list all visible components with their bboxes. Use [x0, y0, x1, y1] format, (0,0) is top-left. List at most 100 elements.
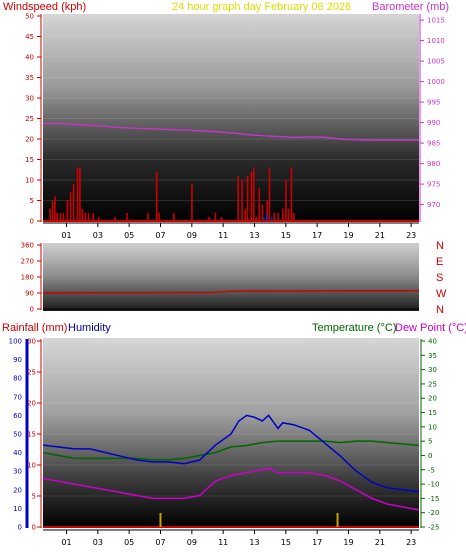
rain-tick-label: 5	[32, 493, 36, 501]
wind-bar	[277, 212, 279, 221]
temperature-tick-label: 20	[428, 395, 437, 403]
temperature-x-tick-label: 05	[124, 538, 134, 547]
wind-bar	[244, 208, 246, 221]
humidity-tick-label: 70	[13, 393, 22, 401]
barometer-tick-label: 985	[427, 140, 440, 148]
windspeed-label: Windspeed (kph)	[3, 1, 86, 13]
temperature-x-tick-label: 11	[218, 538, 228, 547]
wind-tick-label: 45	[25, 33, 34, 41]
wind-x-tick-label: 05	[124, 231, 134, 240]
temperature-tick-label: -5	[428, 466, 435, 474]
wind-tick-label: 0	[30, 218, 34, 226]
temperature-x-tick-label: 23	[406, 538, 416, 547]
rain-tick-label: 20	[27, 400, 36, 408]
wind-bar	[84, 212, 87, 221]
dewpoint-label: Dew Point (°C)	[395, 322, 466, 334]
wind-bar	[51, 200, 54, 221]
temperature-tick-label: -25	[428, 524, 439, 532]
wind-bar	[49, 208, 51, 221]
compass-label: N	[436, 240, 444, 252]
wind-bar	[241, 180, 243, 221]
wind-bar	[54, 196, 56, 221]
wind-x-tick-label: 15	[281, 231, 291, 240]
temperature-tick-label: 0	[428, 452, 432, 460]
wind-bar	[69, 192, 72, 221]
wind-bar	[258, 188, 261, 221]
wind-bar	[155, 171, 158, 221]
temperature-x-tick-label: 17	[312, 538, 322, 547]
wind-bar	[158, 212, 160, 221]
wind-panel	[43, 14, 419, 222]
wind-bar	[126, 212, 128, 221]
wind-bar	[147, 212, 149, 221]
wind-x-tick-label: 21	[375, 231, 385, 240]
humidity-tick-label: 30	[13, 468, 22, 476]
rain-tick-label: 25	[27, 369, 36, 377]
wind-bar	[246, 175, 249, 221]
compass-label: S	[436, 272, 443, 284]
temperature-x-tick-label: 21	[375, 538, 385, 547]
compass-label: N	[436, 304, 444, 316]
wind-low-bar	[271, 216, 273, 221]
wind-x-tick-label: 07	[155, 231, 165, 240]
temperature-tick-label: 10	[428, 423, 437, 431]
wind-x-tick-label: 19	[343, 231, 353, 240]
wind-bar	[285, 180, 287, 221]
dewpoint-line	[42, 467, 420, 511]
wind-bar	[76, 167, 79, 221]
compass-label: W	[436, 288, 447, 300]
humidity-tick-label: 100	[9, 338, 22, 346]
wind-bar	[253, 167, 255, 221]
direction-tick-label: 270	[21, 258, 34, 266]
temperature-tick-label: 15	[428, 409, 437, 417]
humidity-tick-label: 60	[13, 412, 22, 420]
wind-bar	[87, 212, 90, 221]
temperature-tick-label: -20	[428, 509, 439, 517]
temperature-tick-label: -15	[428, 495, 439, 503]
rain-tick-label: 30	[27, 338, 36, 346]
barometer-tick-label: 995	[427, 99, 440, 107]
temperature-tick-label: -10	[428, 481, 439, 489]
compass-label: E	[436, 256, 443, 268]
barometer-tick-label: 990	[427, 119, 440, 127]
wind-bar	[290, 167, 293, 221]
rainfall-label: Rainfall (mm)	[2, 322, 67, 334]
rain-tick-label: 0	[32, 524, 36, 532]
rain-tick-label: 15	[27, 431, 36, 439]
wind-x-tick-label: 23	[406, 231, 416, 240]
wind-bar	[237, 175, 239, 221]
humidity-tick-label: 40	[13, 449, 22, 457]
humidity-line	[42, 414, 420, 493]
temperature-x-tick-label: 03	[93, 538, 103, 547]
wind-tick-label: 5	[30, 197, 34, 205]
rain-tick-label: 10	[27, 462, 36, 470]
barometer-tick-label: 980	[427, 160, 440, 168]
temperature-x-tick-label: 19	[343, 538, 353, 547]
barometer-tick-label: 1000	[427, 78, 445, 86]
temperature-x-tick-label: 15	[281, 538, 291, 547]
humidity-tick-label: 90	[13, 356, 22, 364]
temperature-tick-label: 30	[428, 366, 437, 374]
humidity-tick-label: 10	[13, 505, 22, 513]
wind-bar	[214, 212, 217, 221]
wind-x-tick-label: 17	[312, 231, 322, 240]
wind-x-tick-label: 11	[218, 231, 228, 240]
temperature-x-tick-label: 09	[187, 538, 197, 547]
wind-bar	[255, 216, 257, 221]
barometer-tick-label: 1005	[427, 58, 445, 66]
wind-tick-label: 30	[25, 95, 34, 103]
wind-bar	[292, 212, 295, 221]
wind-tick-label: 50	[25, 13, 34, 21]
wind-bar	[59, 212, 62, 221]
wind-bar	[173, 212, 175, 221]
temperature-x-tick-label: 01	[61, 538, 71, 547]
wind-x-tick-label: 01	[61, 231, 71, 240]
wind-bar	[266, 200, 268, 221]
wind-tick-label: 25	[25, 115, 34, 123]
direction-panel	[43, 243, 419, 311]
temperature-line	[42, 440, 420, 461]
wind-bar	[220, 216, 223, 221]
temperature-x-tick-label: 07	[155, 538, 165, 547]
wind-bar	[62, 212, 65, 221]
